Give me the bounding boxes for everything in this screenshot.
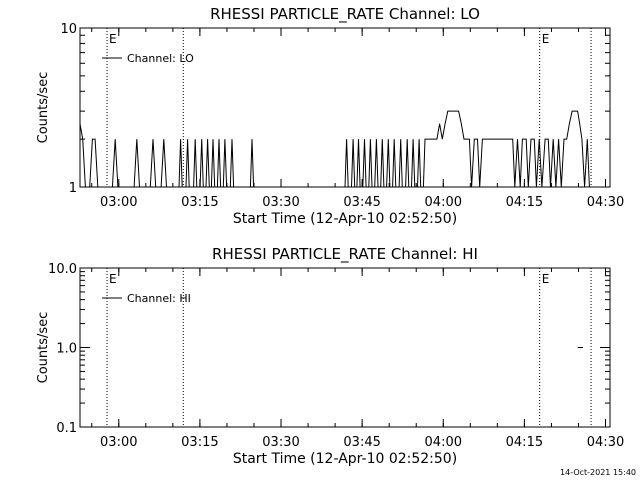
x-tick-label: 03:45: [343, 195, 380, 210]
x-tick-label: 03:30: [262, 435, 299, 450]
x-tick-label: 03:45: [343, 435, 380, 450]
x-tick-label: 04:00: [425, 435, 462, 450]
event-label: E: [542, 272, 550, 286]
x-tick-label: 03:00: [100, 195, 137, 210]
chart-title: RHESSI PARTICLE_RATE Channel: HI: [212, 245, 478, 264]
event-label: E: [109, 32, 117, 46]
x-tick-label: 04:30: [587, 435, 624, 450]
y-tick-label: 0.1: [56, 421, 77, 436]
x-axis-label: Start Time (12-Apr-10 02:52:50): [233, 451, 457, 467]
y-tick-label: 10: [60, 22, 77, 37]
series-line: [79, 110, 592, 188]
x-tick-label: 03:00: [100, 435, 137, 450]
x-tick-label: 03:30: [262, 195, 299, 210]
chart-title: RHESSI PARTICLE_RATE Channel: LO: [210, 5, 480, 24]
event-label: E: [109, 272, 117, 286]
y-tick-label: 1.0: [56, 342, 77, 357]
x-tick-label: 04:15: [506, 195, 543, 210]
x-tick-label: 04:30: [587, 195, 624, 210]
y-tick-label: 1: [69, 181, 77, 196]
legend-label: Channel: HI: [127, 292, 191, 305]
event-label: E: [542, 32, 550, 46]
x-tick-label: 03:15: [181, 195, 218, 210]
x-tick-label: 04:15: [506, 435, 543, 450]
y-axis-label: Counts/sec: [36, 312, 51, 384]
legend-label: Channel: LO: [127, 52, 194, 65]
x-axis-label: Start Time (12-Apr-10 02:52:50): [233, 211, 457, 227]
y-tick-label: 10.0: [48, 262, 77, 277]
x-tick-label: 04:00: [425, 195, 462, 210]
y-axis-label: Counts/sec: [36, 72, 51, 144]
x-tick-label: 03:15: [181, 435, 218, 450]
footer-timestamp: 14-Oct-2021 15:40: [560, 468, 636, 477]
